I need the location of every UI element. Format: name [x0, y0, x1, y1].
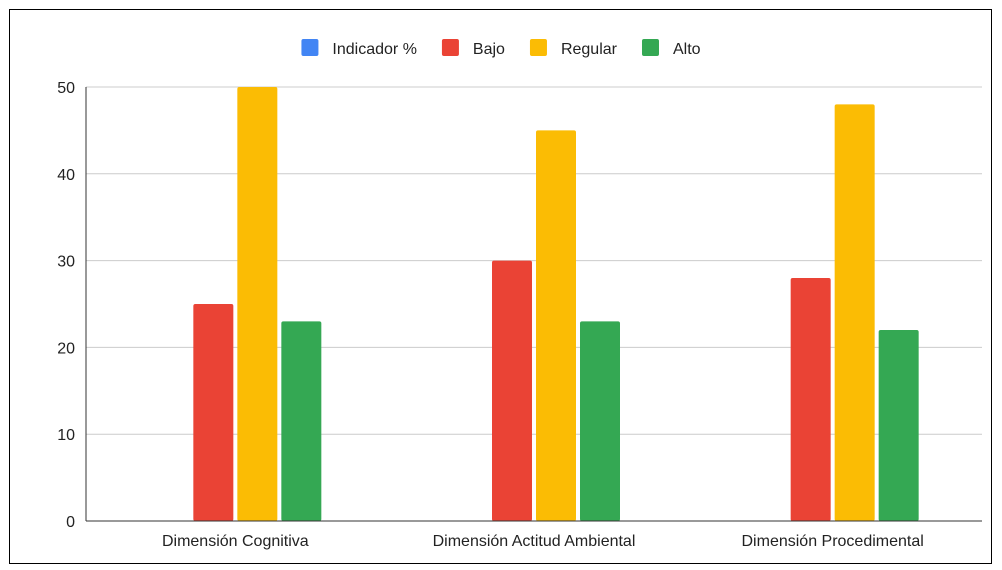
y-tick-label: 0 — [66, 514, 75, 531]
bar-regular-dimensi-n-cognitiva — [237, 87, 278, 521]
x-tick-label: Dimensión Actitud Ambiental — [433, 533, 636, 550]
y-tick-label: 30 — [57, 254, 75, 271]
legend-item-bajo: Bajo — [441, 39, 505, 58]
bar-alto-dimensi-n-procedimental — [878, 330, 919, 521]
x-axis: Dimensión Cognitiva Dimensión Actitud Amb… — [85, 87, 982, 550]
bar-alto-dimensi-n-cognitiva — [281, 321, 322, 521]
bar-regular-dimensi-n-procedimental — [834, 104, 875, 522]
y-tick-label: 40 — [57, 167, 75, 184]
legend-item-regular: Regular — [529, 39, 618, 58]
legend-label: Bajo — [473, 41, 505, 58]
y-tick-label: 20 — [57, 340, 75, 357]
legend-label: Alto — [673, 41, 701, 58]
bar-bajo-dimensi-n-cognitiva — [193, 304, 234, 521]
legend: Indicador % Bajo Regular Alto — [301, 39, 701, 58]
legend-swatch — [529, 39, 547, 56]
x-tick-label: Dimensión Cognitiva — [162, 533, 309, 550]
bar-regular-dimensi-n-actitud-ambiental — [536, 130, 576, 521]
legend-swatch — [301, 39, 319, 56]
x-tick-label: Dimensión Procedimental — [742, 533, 924, 550]
y-tick-label: 10 — [57, 427, 75, 444]
legend-label: Regular — [561, 41, 618, 58]
bar-alto-dimensi-n-actitud-ambiental — [580, 321, 620, 521]
bar-bajo-dimensi-n-actitud-ambiental — [492, 260, 532, 521]
legend-item-alto: Alto — [641, 39, 701, 58]
y-tick-label: 50 — [57, 80, 75, 97]
y-axis-ticks: 0 10 20 30 40 50 — [57, 80, 75, 531]
legend-swatch — [641, 39, 659, 56]
bars — [193, 87, 919, 522]
gridlines — [86, 86, 982, 435]
legend-label: Indicador % — [332, 41, 417, 58]
legend-item-indicador-pct: Indicador % — [301, 39, 417, 58]
bar-bajo-dimensi-n-procedimental — [790, 277, 831, 521]
legend-swatch — [441, 39, 459, 56]
